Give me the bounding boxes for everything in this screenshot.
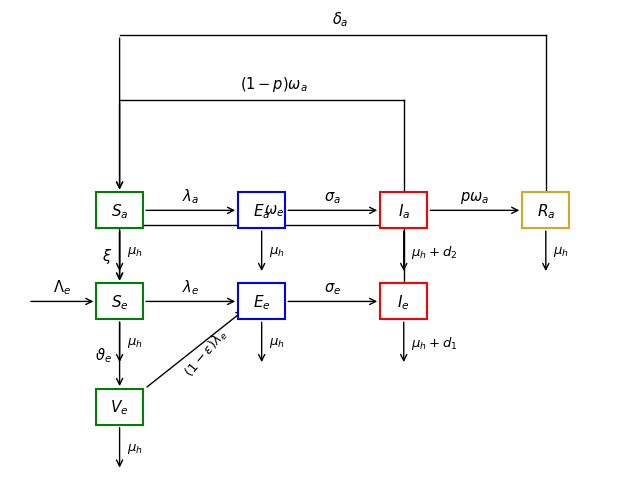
FancyBboxPatch shape <box>238 284 285 320</box>
FancyBboxPatch shape <box>238 193 285 229</box>
FancyBboxPatch shape <box>96 284 143 320</box>
Text: $E_a$: $E_a$ <box>253 201 270 220</box>
Text: $E_e$: $E_e$ <box>253 292 271 311</box>
Text: $\mu_h + d_1$: $\mu_h + d_1$ <box>412 334 458 351</box>
Text: $(1-p)\omega_a$: $(1-p)\omega_a$ <box>240 75 308 94</box>
Text: $\mu_h$: $\mu_h$ <box>554 244 569 258</box>
Text: $\omega_e$: $\omega_e$ <box>264 202 284 218</box>
Text: $\xi$: $\xi$ <box>102 247 112 266</box>
FancyBboxPatch shape <box>380 193 427 229</box>
Text: $\Lambda_e$: $\Lambda_e$ <box>53 277 71 296</box>
Text: $\sigma_a$: $\sigma_a$ <box>324 190 341 205</box>
Text: $\mu_h$: $\mu_h$ <box>127 335 143 349</box>
Text: $p\omega_a$: $p\omega_a$ <box>460 189 489 205</box>
Text: $\mu_h$: $\mu_h$ <box>127 441 143 455</box>
Text: $\mu_h$: $\mu_h$ <box>269 244 285 258</box>
Text: $\mu_h$: $\mu_h$ <box>127 244 143 258</box>
Text: $\mu_h$: $\mu_h$ <box>269 335 285 349</box>
Text: $\vartheta_e$: $\vartheta_e$ <box>95 345 112 364</box>
Text: $\lambda_e$: $\lambda_e$ <box>182 277 199 296</box>
Text: $R_a$: $R_a$ <box>536 201 555 220</box>
Text: $S_e$: $S_e$ <box>111 292 129 311</box>
Text: $\mu_h + d_2$: $\mu_h + d_2$ <box>412 243 458 260</box>
Text: $\sigma_e$: $\sigma_e$ <box>324 280 341 296</box>
FancyBboxPatch shape <box>96 193 143 229</box>
Text: $\lambda_a$: $\lambda_a$ <box>182 186 199 205</box>
FancyBboxPatch shape <box>522 193 569 229</box>
Text: $S_a$: $S_a$ <box>111 201 128 220</box>
Text: $(1-\varepsilon)\lambda_e$: $(1-\varepsilon)\lambda_e$ <box>182 326 231 380</box>
FancyBboxPatch shape <box>96 389 143 425</box>
Text: $V_e$: $V_e$ <box>110 398 129 416</box>
FancyBboxPatch shape <box>380 284 427 320</box>
Text: $I_a$: $I_a$ <box>397 201 410 220</box>
Text: $I_e$: $I_e$ <box>397 292 410 311</box>
Text: $\delta_a$: $\delta_a$ <box>333 11 349 29</box>
